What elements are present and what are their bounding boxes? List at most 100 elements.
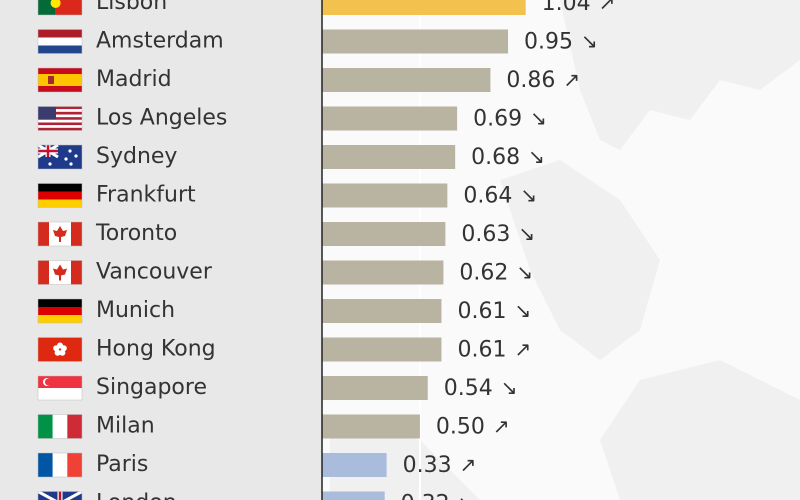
map-background (330, 0, 800, 500)
flag-border (37, 67, 83, 93)
bar (322, 145, 456, 169)
flag-stripe (71, 260, 82, 285)
value-label: 0.32 (401, 492, 450, 500)
flag (37, 0, 83, 16)
flag-stripe (38, 106, 82, 110)
flag (37, 143, 83, 170)
value-label: 0.95 (524, 30, 573, 55)
flag-stripe (38, 117, 82, 120)
flag-border (37, 375, 83, 401)
bar (322, 414, 420, 439)
flag (37, 67, 83, 93)
flag-stripe (67, 453, 82, 477)
category-label: Munich (96, 298, 175, 323)
value-label: 0.64 (463, 184, 512, 209)
flag-stripe (38, 114, 82, 118)
flag-stripe (38, 125, 82, 128)
flag-border (37, 452, 83, 478)
trend-arrow: ↗ (514, 337, 531, 361)
trend-arrow: ↗ (599, 0, 616, 15)
flag-emblem (48, 76, 54, 84)
category-label: Madrid (96, 67, 172, 92)
flag-stripe (38, 122, 82, 126)
flag-cross (37, 490, 83, 500)
flag-border (37, 144, 83, 170)
trend-arrow: ↘ (501, 376, 518, 400)
value-label: 0.63 (461, 222, 510, 247)
trend-arrow: ↘ (514, 299, 531, 323)
category-label: Frankfurt (96, 183, 196, 208)
flag-star (48, 162, 52, 166)
value-label: 1.04 (542, 0, 591, 16)
flag-stripe (67, 414, 82, 439)
flag-border (37, 337, 83, 362)
flag (37, 414, 83, 439)
value-label: 0.50 (436, 415, 485, 440)
flag-stripe (38, 127, 82, 131)
value-label: 0.54 (444, 376, 493, 401)
value-label: 0.68 (471, 145, 520, 170)
trend-arrow: ↗ (563, 68, 580, 92)
flag-stripe (38, 299, 82, 307)
flag-border (37, 0, 83, 16)
flag-stripe (52, 453, 68, 477)
flag-stripe (38, 37, 82, 46)
flag (37, 106, 83, 131)
trend-arrow: ↘ (528, 145, 545, 169)
flag-stripe (38, 183, 82, 192)
flag-petal (59, 349, 66, 356)
flag-stripe (38, 307, 82, 315)
bar (322, 222, 446, 246)
category-label: Sydney (96, 144, 177, 169)
flag-leaf (53, 226, 67, 242)
category-label: Singapore (96, 375, 207, 400)
flag-stripe (38, 119, 82, 123)
category-label: Toronto (95, 221, 177, 246)
flag-stripe (71, 222, 82, 246)
bar (322, 376, 428, 400)
flag-border (37, 106, 83, 131)
trend-arrow: ↘ (458, 491, 475, 500)
bar (322, 260, 444, 285)
flag-star (74, 154, 78, 158)
bar (322, 68, 491, 92)
flag-stripe (38, 86, 82, 92)
flag (37, 337, 83, 362)
flag-stripe (38, 111, 82, 115)
flag-emblem (50, 0, 61, 8)
flag-stripe (38, 80, 82, 86)
bar (322, 453, 387, 477)
flag-stripe (38, 74, 82, 80)
flag-cross (38, 145, 58, 157)
category-label: Vancouver (96, 260, 213, 285)
trend-arrow: ↘ (581, 29, 598, 53)
flag (37, 452, 83, 478)
category-label: London (96, 491, 177, 500)
flag-field (38, 337, 82, 362)
flag (37, 183, 83, 208)
bar (322, 0, 526, 15)
flag-stripe (52, 414, 68, 439)
flag (37, 260, 83, 285)
flag-stripe (38, 453, 53, 477)
category-label: Paris (96, 452, 148, 477)
value-label: 0.61 (457, 338, 506, 363)
value-label: 0.61 (457, 299, 506, 324)
category-label: Hong Kong (96, 337, 216, 362)
flag-petal (53, 345, 60, 352)
flag (37, 298, 83, 324)
flag-star (69, 162, 73, 166)
flag-stripe (38, 260, 49, 285)
value-label: 0.62 (459, 261, 508, 286)
trend-arrow: ↘ (516, 260, 533, 284)
bars (322, 0, 526, 500)
flag (37, 221, 83, 247)
flag-leaf (53, 264, 67, 281)
flag-star (68, 149, 72, 153)
bar (322, 183, 448, 208)
flag-canton (38, 106, 56, 120)
flag-stripe (38, 45, 82, 54)
flag-border (37, 221, 83, 247)
bar (322, 491, 385, 500)
flag-border (37, 491, 83, 500)
